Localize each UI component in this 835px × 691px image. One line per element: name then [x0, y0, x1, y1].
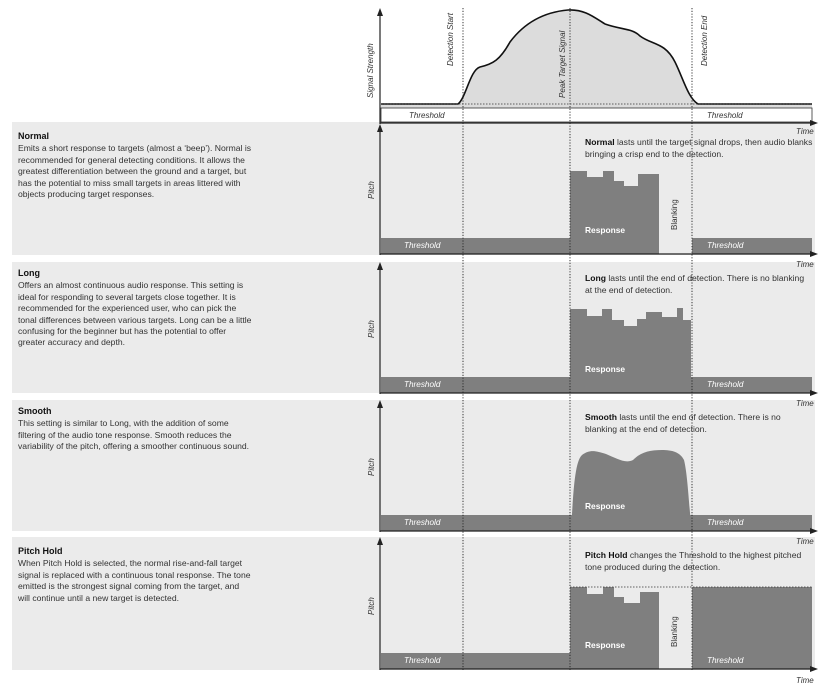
pitch-hold-title: Pitch Hold	[18, 546, 63, 556]
smooth-description-text: This setting is similar to Long, with th…	[18, 418, 250, 452]
pitch-hold-threshold-left	[381, 653, 570, 669]
pitch-label-long: Pitch	[367, 320, 376, 338]
signal-curve-fill	[381, 9, 812, 123]
pitch-hold-blanking-label: Blanking	[670, 616, 679, 647]
normal-response-area	[570, 171, 659, 254]
pitch-hold-description: Pitch Hold When Pitch Hold is selected, …	[18, 546, 253, 604]
long-description: Long Offers an almost continuous audio r…	[18, 268, 253, 349]
pitch-hold-chart	[377, 537, 818, 672]
time-label-pitch-hold: Time	[796, 676, 814, 685]
smooth-response-area	[571, 450, 692, 531]
pitch-hold-note-bold: Pitch Hold	[585, 550, 628, 560]
smooth-threshold-right: Threshold	[707, 518, 744, 527]
detection-start-label: Detection Start	[446, 13, 455, 66]
pitch-hold-note: Pitch Hold changes the Threshold to the …	[585, 550, 813, 573]
threshold-band-top	[380, 107, 813, 123]
long-response-area	[570, 308, 691, 393]
smooth-title: Smooth	[18, 406, 52, 416]
normal-response-label: Response	[585, 225, 626, 235]
smooth-note-bold: Smooth	[585, 412, 617, 422]
normal-description-text: Emits a short response to targets (almos…	[18, 143, 252, 200]
x-axis-pitch-hold-arrow	[810, 666, 818, 672]
panel-normal-bg	[12, 122, 815, 255]
pitch-hold-raised-threshold	[692, 587, 812, 669]
pitch-hold-description-text: When Pitch Hold is selected, the normal …	[18, 558, 251, 603]
normal-chart	[377, 124, 818, 257]
smooth-threshold-left: Threshold	[404, 518, 441, 527]
threshold-label-top: Threshold	[409, 111, 445, 120]
pitch-hold-note-text: changes the Threshold to the highest pit…	[585, 550, 802, 572]
smooth-chart	[377, 400, 818, 534]
peak-target-signal-label: Peak Target Signal	[558, 30, 567, 98]
smooth-note: Smooth lasts until the end of detection.…	[585, 412, 813, 435]
smooth-note-text: lasts until the end of detection. There …	[585, 412, 781, 434]
pitch-label-pitch-hold: Pitch	[367, 597, 376, 615]
long-note-bold: Long	[585, 273, 606, 283]
normal-threshold-left: Threshold	[404, 241, 441, 250]
pitch-hold-response-area	[570, 587, 659, 669]
long-threshold-right: Threshold	[707, 380, 744, 389]
y-axis-pitch-hold-arrow	[377, 537, 383, 545]
smooth-response-label: Response	[585, 501, 626, 511]
panel-pitch-hold-bg	[12, 537, 815, 670]
pitch-hold-threshold-right: Threshold	[707, 656, 744, 665]
y-axis-long-arrow	[377, 262, 383, 270]
signal-strength-label: Signal Strength	[366, 43, 375, 98]
y-axis-normal-arrow	[377, 124, 383, 132]
normal-note-bold: Normal	[585, 137, 615, 147]
long-chart	[377, 262, 818, 396]
normal-description: Normal Emits a short response to targets…	[18, 131, 253, 200]
long-description-text: Offers an almost continuous audio respon…	[18, 280, 252, 348]
signal-curve	[381, 9, 812, 105]
normal-note: Normal lasts until the target signal dro…	[585, 137, 813, 160]
pitch-hold-response-label: Response	[585, 640, 626, 650]
pitch-hold-threshold-left: Threshold	[404, 656, 441, 665]
x-axis-smooth-arrow	[810, 528, 818, 534]
smooth-description: Smooth This setting is similar to Long, …	[18, 406, 253, 453]
normal-note-text: lasts until the target signal drops, the…	[585, 137, 813, 159]
x-axis-normal-arrow	[810, 251, 818, 257]
time-label-long: Time	[796, 399, 814, 408]
time-label-top: Time	[796, 127, 814, 136]
pitch-label-normal: Pitch	[367, 181, 376, 199]
normal-blanking-gap	[659, 238, 692, 254]
normal-threshold-right: Threshold	[707, 241, 744, 250]
long-note: Long lasts until the end of detection. T…	[585, 273, 813, 296]
x-axis-top-arrow	[810, 120, 818, 126]
long-threshold-left: Threshold	[404, 380, 441, 389]
time-label-normal: Time	[796, 260, 814, 269]
y-axis-smooth-arrow	[377, 400, 383, 408]
x-axis-long-arrow	[810, 390, 818, 396]
signal-strength-chart	[377, 8, 818, 126]
long-note-text: lasts until the end of detection. There …	[585, 273, 805, 295]
long-title: Long	[18, 268, 40, 278]
normal-title: Normal	[18, 131, 50, 141]
y-axis-top-arrow	[377, 8, 383, 16]
long-response-label: Response	[585, 364, 626, 374]
detection-end-label: Detection End	[700, 15, 709, 66]
pitch-label-smooth: Pitch	[367, 458, 376, 476]
threshold-label-top-right: Threshold	[707, 111, 743, 120]
normal-blanking-label: Blanking	[670, 199, 679, 230]
time-label-smooth: Time	[796, 537, 814, 546]
